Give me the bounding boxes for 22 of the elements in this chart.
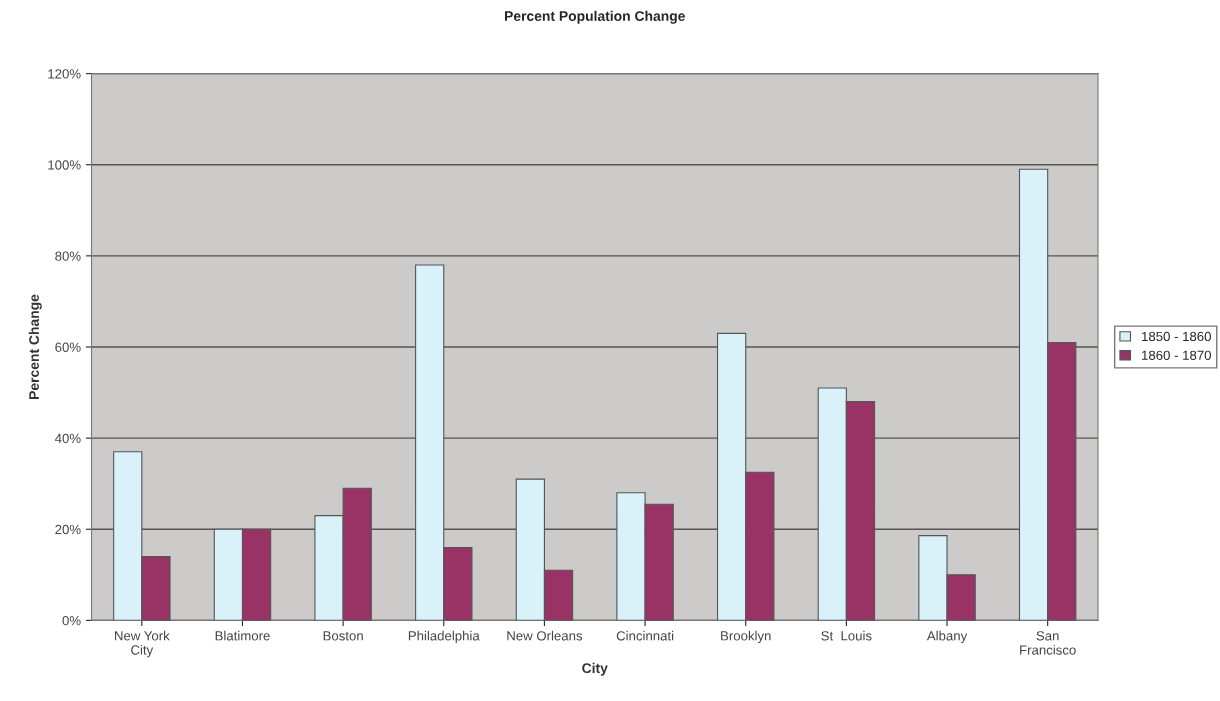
y-tick-label: 120% [48,69,81,79]
x-tick-label: Blatimore [215,630,270,641]
y-tick-label: 60% [55,342,81,352]
y-tick-label: 20% [55,524,81,535]
x-tick-label: New Orleans [507,630,583,641]
y-tick-label: 80% [55,251,81,261]
x-tick-label: Brooklyn [721,630,771,644]
legend-label: 1860 - 1870 [1142,350,1211,360]
x-axis-title: City [582,662,608,676]
chart-title: Percent Population Change [505,10,685,24]
y-tick-label: 0% [62,615,81,626]
y-tick-label: 100% [48,160,81,170]
x-tick-label: Boston [323,631,363,641]
x-tick-label: Cincinnati [616,630,674,641]
x-tick-label: Albany [926,630,968,644]
x-tick-label: Philadelphia [408,630,480,644]
y-axis-title: Percent Change [28,294,42,399]
y-tick-label: 40% [54,433,81,444]
x-tick-label: St Louis [821,630,872,641]
legend-label: 1850 - 1860 [1142,331,1211,342]
x-tick-label: San Francisco [1020,631,1076,655]
x-tick-label: New York City [115,630,170,658]
